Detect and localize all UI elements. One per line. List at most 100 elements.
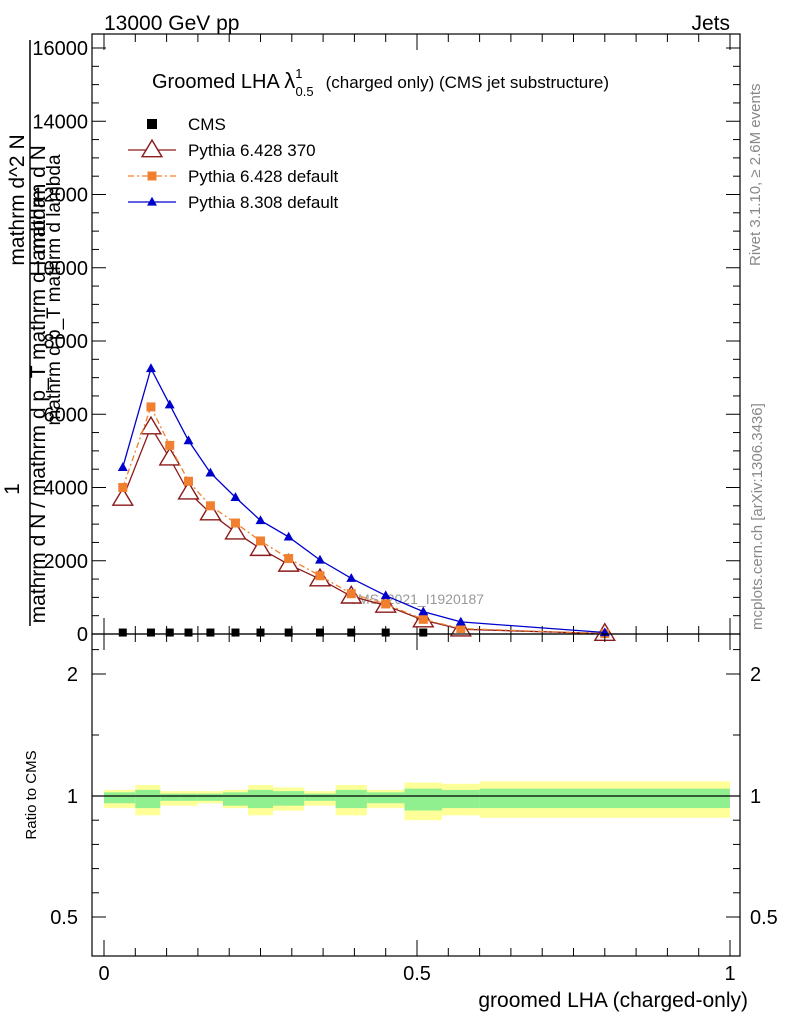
data-point — [255, 515, 266, 525]
legend-label: CMS — [188, 115, 226, 134]
data-point — [165, 440, 175, 450]
ylabel-denominator: mathrm d N / mathrm d p_T mathrm d lambd… — [27, 196, 50, 623]
ratio-inner-band — [273, 791, 305, 806]
data-point — [456, 624, 466, 634]
data-point — [147, 171, 157, 181]
legend-label: Pythia 6.428 370 — [188, 141, 316, 160]
main-series — [111, 363, 616, 642]
legend-entry: CMS — [147, 115, 226, 134]
ratio-inner-band — [404, 788, 443, 811]
data-point — [183, 435, 194, 445]
ratio-y-axis: 0.5 0.5 1 1 2 2 — [50, 649, 778, 929]
data-point — [315, 554, 325, 564]
data-point — [224, 520, 247, 540]
data-point — [139, 415, 163, 435]
legend-label: Pythia 6.428 default — [188, 167, 339, 186]
ratio-y-tick-label-right: 1 — [750, 786, 761, 808]
data-point — [111, 487, 134, 506]
x-tick-label: 1 — [724, 963, 735, 985]
legend-entry: Pythia 6.428 default — [128, 167, 339, 186]
data-point — [256, 536, 265, 546]
ratio-inner-band — [247, 789, 274, 809]
data-point — [418, 614, 428, 624]
data-point — [381, 599, 391, 609]
ylabel-fraction-den: mathrm d p_T mathrm d lambda — [44, 154, 65, 425]
data-point — [249, 537, 272, 557]
ratio-bands — [104, 781, 730, 821]
data-point — [346, 573, 357, 582]
legend-label: Pythia 8.308 default — [188, 193, 339, 212]
header-energy: 13000 GeV pp — [104, 12, 239, 35]
series-2 — [118, 402, 610, 639]
ylabel-dN: mathrm d N — [27, 145, 50, 255]
legend-entry: Pythia 8.308 default — [128, 193, 339, 212]
series-line — [122, 405, 605, 635]
plot-title-symbol: λ — [284, 68, 295, 93]
plot-title-sub: 0.5 — [296, 84, 314, 99]
main-y-tick-label: 6000 — [44, 404, 89, 426]
analysis-watermark: CMS_2021_I1920187 — [348, 591, 484, 607]
header-jets: Jets — [691, 12, 730, 35]
ratio-inner-band — [135, 789, 161, 809]
main-y-axis: 0 2000 4000 6000 8000 10000 12000 14000 16000 — [32, 38, 740, 646]
plot-title-rest: (charged only) (CMS jet substructure) — [326, 73, 609, 92]
x-tick-label: 0 — [98, 963, 109, 985]
plot-title-sup: 1 — [295, 66, 302, 81]
data-point — [230, 518, 240, 528]
ratio-inner-band — [179, 793, 198, 801]
data-point — [346, 589, 356, 599]
main-y-tick-label: 0 — [77, 624, 88, 646]
rivet-label: Rivet 3.1.10, ≥ 2.6M events — [747, 84, 764, 267]
x-tick-label: 0.5 — [403, 963, 431, 985]
ratio-inner-band — [479, 788, 730, 809]
plot-title-main: Groomed LHA — [152, 71, 284, 93]
data-point — [147, 196, 157, 206]
data-point — [347, 628, 356, 637]
data-point — [146, 363, 156, 373]
series-0 — [118, 628, 428, 637]
ratio-inner-band — [160, 793, 180, 801]
data-point — [118, 628, 127, 637]
data-point — [315, 628, 324, 637]
series-line — [122, 366, 605, 634]
data-point — [206, 628, 215, 637]
data-point — [184, 476, 194, 486]
ratio-inner-band — [366, 792, 405, 804]
mcplots-label: mcplots.cern.ch [arXiv:1306.3436] — [749, 403, 766, 630]
plot-title: Groomed LHA λ1 0.5 (charged only) (CMS jet… — [152, 66, 609, 99]
ylabel-fraction-num: mathrm d^2 N — [6, 134, 29, 265]
main-y-tick-label: 16000 — [32, 38, 88, 60]
ratio-inner-band — [304, 793, 336, 801]
data-point — [381, 628, 390, 637]
ratio-inner-band — [104, 792, 136, 804]
series-3 — [117, 363, 610, 637]
ratio-inner-band — [335, 789, 367, 809]
data-point — [315, 571, 325, 581]
data-point — [205, 501, 215, 511]
ratio-frame — [91, 633, 741, 957]
ratio-y-tick-label: 1 — [67, 786, 78, 808]
ratio-y-tick-label-right: 0.5 — [750, 907, 778, 929]
data-point — [146, 402, 156, 412]
main-y-tick-label: 12000 — [32, 185, 88, 207]
legend: CMS Pythia 6.428 370 Pythia 6.428 default P… — [128, 115, 339, 212]
data-point — [140, 138, 164, 158]
ylabel-one: 1 — [1, 483, 24, 495]
data-point — [165, 628, 174, 637]
main-y-tick-label: 8000 — [44, 331, 89, 353]
data-point — [231, 628, 240, 637]
main-y-tick-label: 14000 — [32, 111, 88, 133]
ratio-x-axis: 0 0.5 1 — [98, 634, 736, 985]
ratio-y-tick-label: 0.5 — [50, 907, 78, 929]
ratio-inner-band — [222, 792, 248, 806]
data-point — [284, 554, 294, 564]
data-point — [164, 399, 175, 409]
main-y-tick-label: 4000 — [44, 478, 89, 500]
data-point — [146, 628, 155, 637]
main-y-tick-label: 2000 — [44, 551, 89, 573]
x-axis-label: groomed LHA (charged-only) — [478, 989, 748, 1012]
data-point — [158, 446, 181, 466]
data-point — [230, 492, 241, 501]
data-point — [419, 628, 428, 637]
